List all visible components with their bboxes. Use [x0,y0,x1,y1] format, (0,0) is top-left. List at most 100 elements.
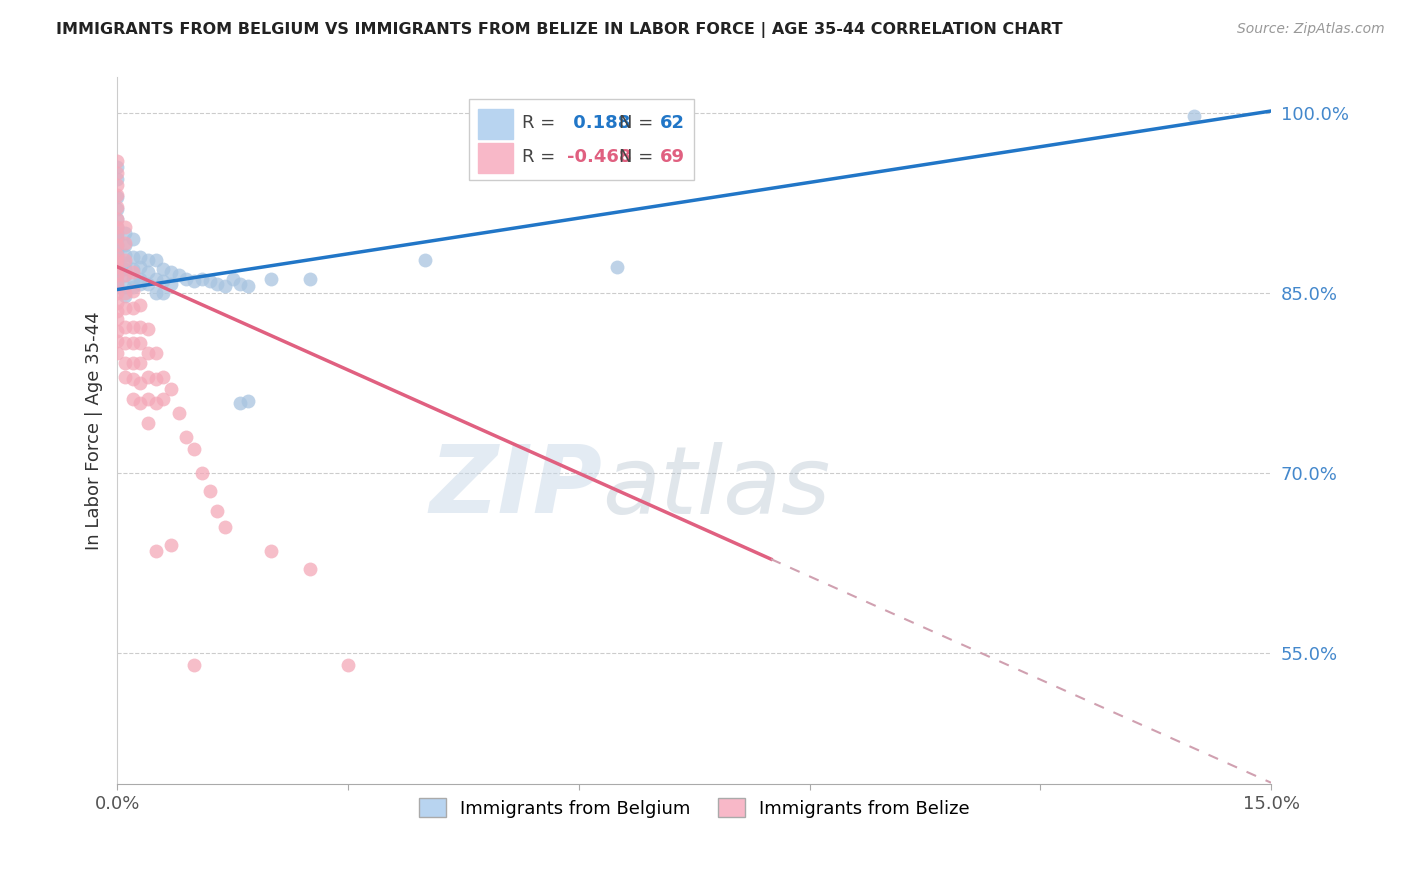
Point [105,260,128,274]
Point [145,252,167,267]
Point [121,356,143,370]
Point [205,277,228,291]
Point [214,279,236,293]
Point [105,295,128,310]
Point [105,161,128,175]
Point [105,220,128,235]
Point [198,274,221,288]
Point [114,280,136,294]
Point [606,260,628,274]
Point [105,238,128,252]
Point [229,396,252,410]
Point [145,396,167,410]
Point [129,356,152,370]
Point [160,382,183,396]
Point [114,248,136,262]
FancyBboxPatch shape [478,109,513,138]
Point [176,272,198,286]
Point [114,286,136,301]
Point [105,166,128,180]
Point [129,396,152,410]
Point [145,286,167,301]
Point [236,279,259,293]
Point [105,248,128,262]
Point [121,284,143,298]
Point [129,277,152,291]
Point [105,232,128,246]
Text: atlas: atlas [602,442,830,533]
Point [152,392,174,406]
Point [114,262,136,277]
Point [105,228,128,243]
Point [105,238,128,252]
Point [260,272,283,286]
Point [105,334,128,348]
Point [152,262,174,277]
Point [105,244,128,259]
Point [205,504,228,518]
Point [152,286,174,301]
Point [105,226,128,240]
Point [105,252,128,267]
Point [105,190,128,204]
Text: ZIP: ZIP [429,442,602,533]
Point [298,272,321,286]
Text: IMMIGRANTS FROM BELGIUM VS IMMIGRANTS FROM BELIZE IN LABOR FORCE | AGE 35-44 COR: IMMIGRANTS FROM BELGIUM VS IMMIGRANTS FR… [56,22,1063,38]
Point [129,272,152,286]
Point [183,274,205,288]
Point [191,272,214,286]
Point [176,430,198,444]
Point [191,466,214,480]
Point [105,200,128,214]
Point [114,356,136,370]
Text: 0.188: 0.188 [567,114,630,132]
Point [121,264,143,278]
Point [145,272,167,286]
Point [105,248,128,262]
Text: N =: N = [619,148,659,166]
Point [105,262,128,277]
Point [121,262,143,277]
Point [260,543,283,558]
Point [114,319,136,334]
Point [105,172,128,186]
Point [121,319,143,334]
Text: 62: 62 [659,114,685,132]
Point [121,232,143,246]
Text: N =: N = [619,114,659,132]
Text: -0.468: -0.468 [567,148,631,166]
Point [136,346,159,360]
Point [145,346,167,360]
Point [136,264,159,278]
Point [136,322,159,336]
Point [152,370,174,384]
Point [105,256,128,270]
Point [129,376,152,390]
Point [160,264,183,278]
Point [114,226,136,240]
Point [336,657,359,672]
Point [114,268,136,282]
Point [105,154,128,169]
Point [198,483,221,498]
Point [105,220,128,235]
Point [105,274,128,288]
Point [152,274,174,288]
Point [105,252,128,267]
Point [1182,109,1205,123]
Point [105,304,128,318]
Point [129,260,152,274]
Point [167,406,190,420]
Point [183,657,205,672]
Point [160,277,183,291]
Point [105,202,128,217]
Point [129,250,152,264]
Point [145,543,167,558]
Point [114,288,136,302]
Text: Source: ZipAtlas.com: Source: ZipAtlas.com [1237,22,1385,37]
Point [136,392,159,406]
Point [413,252,436,267]
FancyBboxPatch shape [478,143,513,173]
Point [121,301,143,315]
Point [136,416,159,430]
